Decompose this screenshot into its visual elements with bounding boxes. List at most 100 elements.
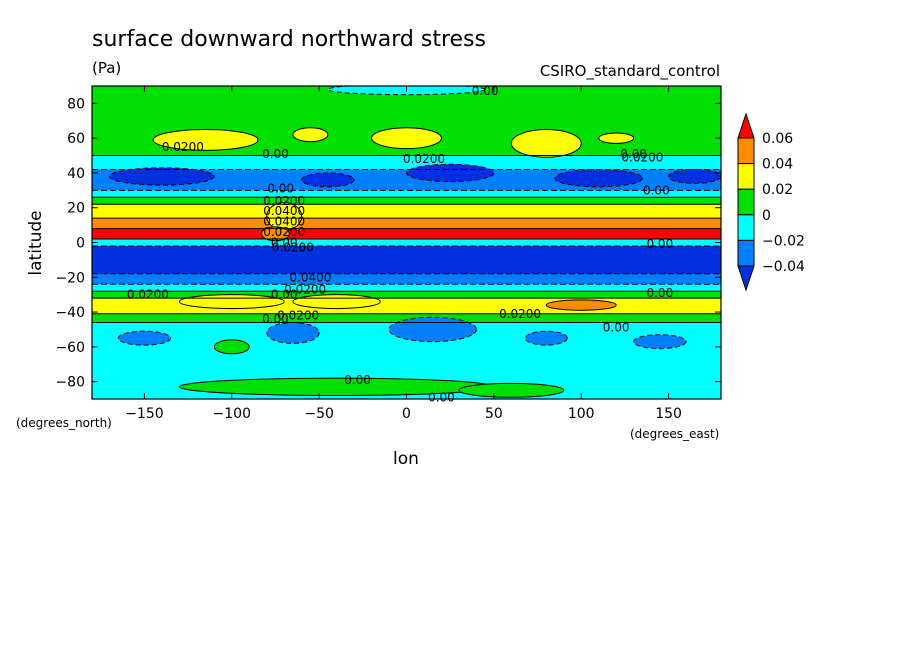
x-axis-label: lon — [393, 449, 419, 469]
contour-region — [108, 167, 215, 186]
y-tick-label: −40 — [55, 305, 85, 321]
contour-region — [668, 168, 721, 184]
y-tick-label: 80 — [67, 96, 85, 112]
x-axis: −150 −100 −50 0 50 100 150 — [125, 86, 682, 422]
contour-label: 0.00 — [643, 183, 670, 197]
y-tick-label: 60 — [67, 131, 85, 147]
contour-region — [388, 316, 477, 343]
contour-label: 0.00 — [262, 147, 289, 161]
colorbar-label: 0.02 — [762, 182, 793, 198]
contour-label: 0.0200 — [263, 194, 305, 208]
y-tick-label: 40 — [67, 166, 85, 182]
contour-region — [545, 299, 617, 311]
colorbar-segment — [737, 163, 755, 190]
x-tick-label: −100 — [213, 406, 251, 422]
contour-band — [92, 239, 721, 247]
y-tick-label: 0 — [76, 236, 85, 252]
contour-label: 0.00 — [271, 236, 298, 250]
contour-lines — [92, 155, 721, 323]
x-tick-label: −50 — [304, 406, 334, 422]
y-axis-label: latitude — [26, 210, 46, 275]
contour-band — [92, 245, 721, 275]
units-label: (Pa) — [92, 59, 121, 77]
contour-region — [510, 128, 582, 158]
contour-region — [633, 334, 687, 350]
contour-label: 0.00 — [646, 286, 673, 300]
contour-label: 0.00 — [271, 288, 298, 302]
contour-label: 0.0200 — [284, 282, 326, 296]
contour-label: 0.0400 — [289, 270, 331, 284]
y-tick-label: −60 — [55, 340, 85, 356]
contour-label: 0.00 — [620, 147, 647, 161]
contour-region — [117, 330, 172, 346]
colorbar-segment — [737, 239, 755, 267]
contour-label: 0.0200 — [272, 241, 314, 255]
x-tick-label: 100 — [568, 406, 595, 422]
contour-band — [92, 284, 721, 292]
contour-label: 0.0400 — [263, 204, 305, 218]
contour-band — [92, 197, 721, 205]
y-tick-label: −20 — [55, 270, 85, 286]
contour-region — [292, 127, 329, 143]
colorbar-segment — [737, 265, 755, 292]
contour-label: 0.0400 — [263, 215, 305, 229]
contour-region — [213, 339, 250, 355]
contour-band — [92, 155, 721, 170]
contour-band — [92, 313, 721, 323]
contour-region — [301, 172, 355, 188]
colorbar-label: 0 — [762, 208, 771, 224]
x-tick-label: 0 — [402, 406, 411, 422]
colorbar-label: 0.04 — [762, 157, 793, 173]
contour-label: 0.00 — [472, 84, 499, 98]
colorbar-label: 0.06 — [762, 131, 793, 147]
colorbar-label: −0.02 — [762, 233, 805, 249]
chart-title: surface downward northward stress — [92, 27, 486, 52]
contour-label: 0.00 — [603, 321, 630, 335]
contour-region — [260, 226, 290, 242]
colorbar: 0.06 0.04 0.02 0 −0.02 −0.04 — [737, 112, 805, 292]
contour-region — [406, 163, 495, 183]
y-tick-label: −80 — [55, 375, 85, 391]
x-tick-label: 50 — [485, 406, 503, 422]
contour-label: 0.0200 — [263, 225, 305, 239]
contour-label: 0.00 — [344, 373, 371, 387]
y-axis: 80 60 40 20 0 −20 −40 −60 −80 — [55, 96, 721, 391]
contour-label: 0.0200 — [162, 140, 204, 154]
contour-label: 0.00 — [428, 390, 455, 404]
colorbar-segment — [737, 214, 755, 241]
contour-label: 0.0200 — [127, 288, 169, 302]
contour-label: 0.0200 — [621, 150, 663, 164]
y-tick-label: 20 — [67, 201, 85, 217]
colorbar-segment — [737, 112, 755, 139]
contour-region — [554, 168, 643, 188]
colorbar-segment — [737, 188, 755, 216]
contour-region — [524, 330, 568, 346]
colorbar-segment — [737, 137, 755, 165]
contour-band — [92, 204, 721, 219]
x-tick-label: −150 — [125, 406, 163, 422]
contour-band — [92, 273, 721, 285]
contour-region — [371, 127, 442, 150]
contour-band — [92, 218, 721, 230]
contour-fill — [92, 86, 721, 399]
contour-labels: 0.000.0200 0.00 0.0200 0.000.02000.000.000.… — [127, 84, 673, 404]
contour-region — [152, 128, 259, 151]
contour-region — [458, 382, 565, 398]
x-units-label: (degrees_east) — [630, 427, 719, 441]
colorbar-label: −0.04 — [762, 259, 805, 275]
contour-label: 0.00 — [267, 182, 294, 196]
contour-label: 0.0200 — [277, 309, 319, 323]
contour-label: 0.0200 — [403, 152, 445, 166]
model-label: CSIRO_standard_control — [540, 62, 720, 81]
contour-label: 0.00 — [262, 312, 289, 326]
contour-label: 0.0200 — [499, 307, 541, 321]
contour-band — [92, 228, 721, 240]
contour-region — [598, 132, 635, 144]
contour-band — [92, 291, 721, 299]
contour-label: 0.00 — [646, 237, 673, 251]
y-units-label: (degrees_north) — [16, 416, 112, 430]
x-tick-label: 150 — [655, 406, 682, 422]
contour-region — [292, 294, 381, 310]
contour-region — [178, 294, 285, 310]
